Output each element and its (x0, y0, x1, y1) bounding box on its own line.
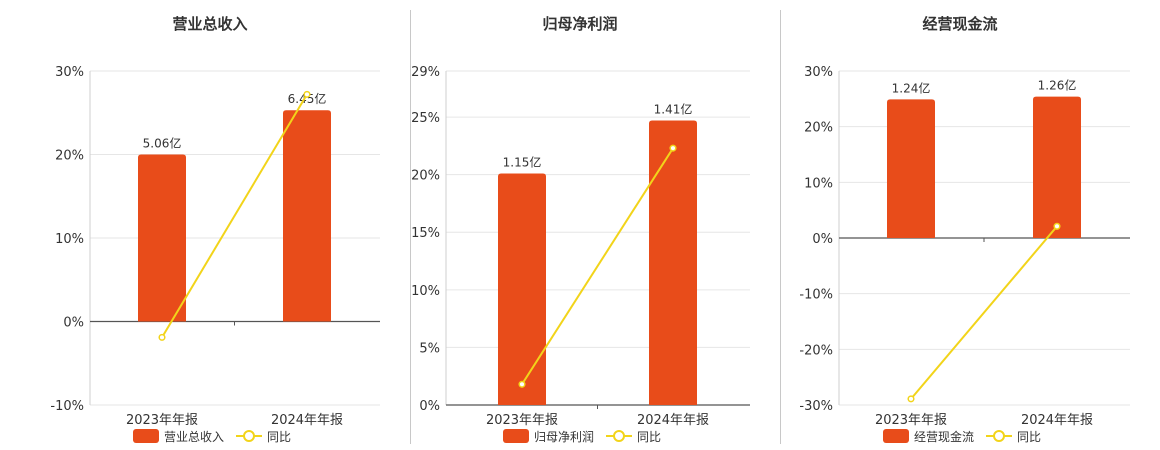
y-tick-label: 5% (419, 341, 440, 356)
y-tick-label: 20% (411, 169, 440, 184)
yoy-point (303, 90, 311, 98)
bar-data-label: 5.06亿 (143, 136, 182, 151)
yoy-point (518, 380, 526, 388)
y-tick-label: 15% (411, 226, 440, 241)
panel-divider (780, 10, 781, 444)
legend-swatch-marker (993, 430, 1005, 442)
chart-title: 经营现金流 (922, 15, 997, 33)
x-category-label: 2023年年报 (486, 413, 558, 428)
bar (283, 110, 331, 322)
legend-swatch-marker (243, 430, 255, 442)
yoy-point (907, 395, 915, 403)
legend-label-line: 同比 (1017, 430, 1041, 444)
yoy-line (910, 225, 1058, 400)
x-category-label: 2024年年报 (1021, 413, 1093, 428)
y-tick-label: 0% (419, 399, 440, 414)
legend-label-bar: 归母净利润 (534, 430, 594, 444)
chart-panel-net-profit: 归母净利润 0% 5% 10% 15% 20% 25% 29% 1.15亿 2023年年报 1.41… (411, 0, 780, 450)
bar-data-label: 1.41亿 (654, 102, 693, 117)
y-tick-label: -20% (799, 343, 833, 358)
y-tick-label: 20% (804, 121, 833, 136)
panel-divider (410, 10, 411, 444)
bar-data-label: 1.15亿 (503, 155, 542, 170)
y-tick-label: 0% (63, 316, 84, 331)
y-tick-label: 10% (55, 232, 84, 247)
bar (887, 99, 935, 238)
bar-data-label: 1.26亿 (1038, 78, 1077, 93)
legend-swatch-bar (133, 429, 159, 443)
legend-label-bar: 营业总收入 (164, 430, 224, 444)
bar (649, 120, 697, 405)
chart-title: 营业总收入 (172, 15, 247, 33)
x-category-label: 2023年年报 (126, 413, 198, 428)
y-tick-label: 29% (411, 65, 440, 80)
legend-label-bar: 经营现金流 (914, 429, 974, 444)
legend-swatch-bar (883, 429, 909, 443)
yoy-line (521, 147, 674, 385)
bar (498, 173, 546, 405)
y-tick-label: 25% (411, 111, 440, 126)
y-tick-label: -10% (50, 399, 84, 414)
legend-label-line: 同比 (637, 430, 661, 444)
x-category-label: 2024年年报 (271, 413, 343, 428)
x-category-label: 2023年年报 (875, 413, 947, 428)
y-tick-label: 0% (812, 232, 833, 247)
yoy-line (161, 93, 308, 338)
bar-data-label: 1.24亿 (892, 80, 931, 95)
yoy-point (158, 333, 166, 341)
x-category-label: 2024年年报 (637, 413, 709, 428)
yoy-point (1053, 222, 1061, 230)
y-tick-label: 10% (411, 284, 440, 299)
y-tick-label: 30% (55, 65, 84, 80)
bar (138, 154, 186, 322)
legend-swatch-bar (503, 429, 529, 443)
bar-data-label: 6.45亿 (288, 91, 327, 106)
cash-flow-chart-svg: 经营现金流 -30% -20% -10% 0% 10% 20% 30% 1.24亿 2023年年报… (799, 15, 1130, 444)
y-tick-label: 10% (804, 176, 833, 191)
y-tick-label: -30% (799, 399, 833, 414)
yoy-point (669, 144, 677, 152)
chart-panel-revenue: 营业总收入 -10% 0% 10% 20% 30% 5.06亿 2023年年报 6.45亿 202… (0, 0, 410, 450)
net-profit-chart-svg: 归母净利润 0% 5% 10% 15% 20% 25% 29% 1.15亿 2023年年报 1.41… (411, 15, 750, 444)
legend-label-line: 同比 (267, 430, 291, 444)
revenue-chart-svg: 营业总收入 -10% 0% 10% 20% 30% 5.06亿 2023年年报 6.45亿 202… (50, 15, 380, 444)
y-tick-label: 30% (804, 65, 833, 80)
legend-swatch-marker (613, 430, 625, 442)
y-tick-label: 20% (55, 149, 84, 164)
chart-panel-cash-flow: 经营现金流 -30% -20% -10% 0% 10% 20% 30% 1.24亿 2023年年报… (781, 0, 1160, 450)
chart-title: 归母净利润 (542, 15, 617, 33)
bar (1033, 96, 1081, 239)
y-tick-label: -10% (799, 288, 833, 303)
